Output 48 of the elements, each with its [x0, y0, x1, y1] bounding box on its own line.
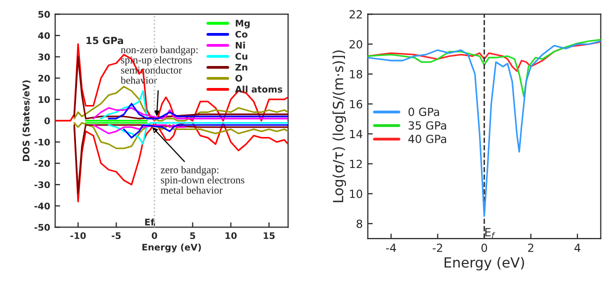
y-tick-label: -30 [34, 181, 50, 188]
y-tick-label: 18 [350, 70, 362, 78]
y-tick-label: -10 [34, 138, 50, 146]
y-tick-label: 16 [350, 100, 362, 108]
x-tick-label: -4 [386, 244, 396, 252]
x-tick-label: 0 [481, 244, 488, 252]
y-tick-label: 12 [350, 160, 362, 168]
x-tick-label: 4 [574, 244, 580, 252]
y-tick-label: 40 [38, 32, 50, 40]
legend-label: 0 GPa [408, 108, 440, 116]
x-axis-title: Energy (eV) [444, 256, 524, 270]
legend-label: 40 GPa [408, 134, 446, 144]
ref-line-label: E$_{f}$ [485, 228, 496, 238]
legend-label: Co [235, 30, 248, 38]
legend-label: Cu [235, 52, 248, 60]
x-axis-title: Energy (eV) [142, 244, 201, 252]
y-axis-title: Log(σ/τ) (log[S/(m·s)]) [332, 50, 346, 202]
x-tick-label: 15 [264, 232, 275, 240]
x-tick-label: 10 [226, 232, 237, 240]
legend-label: Ni [236, 42, 245, 49]
x-tick-label: 2 [528, 244, 534, 252]
x-tick-label: 0 [152, 232, 158, 240]
y-tick-label: 20 [350, 40, 362, 48]
legend-label: 35 GPa [408, 121, 446, 130]
y-tick-label: -20 [34, 160, 50, 167]
x-tick-label: 5 [190, 232, 196, 240]
y-tick-label: 30 [38, 54, 50, 60]
y-tick-label: 10 [350, 190, 362, 198]
x-tick-label: -2 [432, 244, 442, 252]
y-tick-label: 50 [38, 10, 50, 18]
x-tick-label: -10 [70, 232, 86, 240]
y-tick-label: 14 [350, 130, 362, 138]
legend-label: O [235, 74, 242, 82]
annotation: 15 GPa [86, 36, 124, 44]
y-tick-label: -50 [34, 224, 50, 231]
y-tick-label: 8 [356, 220, 362, 228]
y-axis-title: DOS (States/eV) [22, 80, 31, 161]
annotation: zero bandgap: spin-down electrons metal behavior [160, 166, 244, 194]
y-tick-label: 20 [38, 74, 50, 82]
y-tick-label: 10 [38, 96, 50, 103]
legend-label: All atoms [235, 86, 282, 93]
y-tick-label: 22 [350, 10, 362, 18]
x-tick-label: -5 [112, 232, 121, 240]
legend-label: Zn [235, 64, 248, 71]
legend-label: Mg [236, 20, 250, 28]
y-tick-label: -40 [34, 202, 50, 210]
ref-line-label: Ef [145, 218, 155, 226]
y-tick-label: 0 [44, 117, 50, 124]
